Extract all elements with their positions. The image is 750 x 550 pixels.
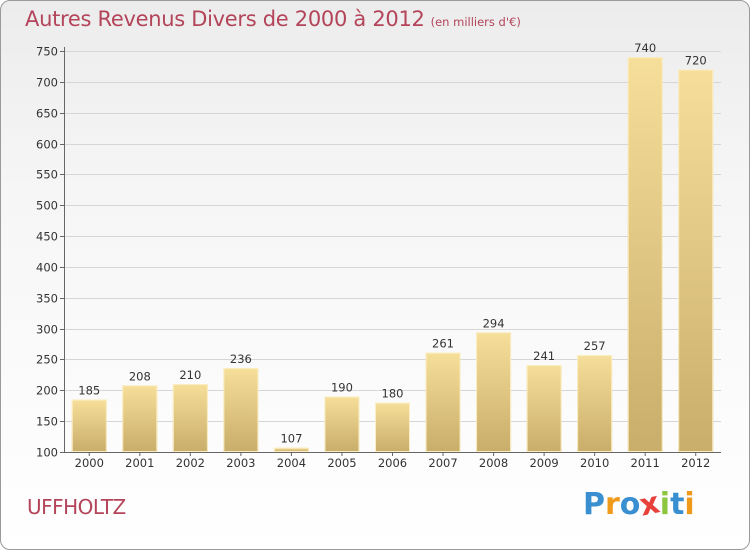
y-tick-label: 250: [36, 353, 58, 367]
bar: [678, 69, 714, 452]
chart-title-text: Autres Revenus Divers de 2000 à 2012: [25, 7, 425, 31]
bar-group: [324, 396, 360, 453]
bar-edge: [627, 57, 663, 453]
y-tick-label: 650: [36, 107, 58, 121]
y-tick-label: 600: [36, 138, 58, 152]
bar-edge: [122, 385, 158, 453]
bar: [71, 399, 107, 452]
bar-value-label: 257: [584, 339, 606, 353]
bar: [273, 447, 309, 452]
bar: [577, 355, 613, 452]
bar-edge: [172, 384, 208, 452]
logo-letter: o: [619, 487, 641, 522]
bar-edge: [476, 332, 512, 452]
bar-edge: [71, 399, 107, 452]
chart-subtitle: (en milliers d'€): [430, 15, 521, 29]
bar-group: [375, 402, 410, 452]
bar-edge: [678, 69, 714, 452]
y-tick-label: 200: [36, 384, 58, 398]
bar-edge: [526, 365, 562, 453]
bar-edge: [425, 352, 461, 452]
bar-value-label: 180: [382, 387, 404, 401]
bar: [476, 332, 512, 452]
bar-group: [476, 332, 512, 452]
bar-edge: [577, 355, 613, 452]
x-tick-label: 2012: [681, 456, 710, 470]
bar-value-label: 210: [179, 368, 201, 382]
y-tick-label: 100: [36, 446, 58, 460]
bar-value-label: 740: [634, 41, 656, 55]
bars: [71, 57, 714, 453]
bar: [375, 402, 410, 452]
grid-lines: [64, 51, 721, 453]
bar-edge: [324, 396, 360, 453]
x-tick-label: 2007: [428, 456, 457, 470]
bar-value-labels: 185 208 210 236 107 190 180 261 294 241 257 740 720: [78, 41, 706, 446]
bar-value-label: 190: [331, 380, 353, 394]
bar: [172, 384, 208, 452]
y-tick-label: 500: [36, 199, 58, 213]
x-tick-label: 2004: [277, 456, 306, 470]
bar-group: [122, 385, 158, 453]
bar-group: [678, 69, 714, 452]
x-tick-label: 2011: [631, 456, 660, 470]
bar-group: [172, 384, 208, 452]
proxiti-logo: Proxiti: [583, 485, 695, 523]
bar-group: [71, 399, 107, 452]
y-tick-label: 400: [36, 261, 58, 275]
y-tick-label: 150: [36, 415, 58, 429]
x-tick-label: 2002: [176, 456, 205, 470]
logo-letter: i: [684, 487, 695, 522]
bar-edge: [375, 402, 410, 452]
chart-title: Autres Revenus Divers de 2000 à 2012 (en …: [25, 7, 521, 31]
x-tick-label: 2003: [226, 456, 255, 470]
x-tick-label: 2000: [75, 456, 104, 470]
bar-edge: [273, 447, 309, 453]
bar-value-label: 261: [432, 337, 454, 351]
bar-group: [526, 365, 562, 453]
x-axis-ticks: 2000 2001 2002 2003 2004 2005 2006 2007 2008 2009…: [75, 452, 710, 470]
logo-letter: i: [659, 487, 671, 522]
x-tick-label: 2001: [125, 456, 154, 470]
y-axis: 100 150 200 250 300 350 400 450 500 550 600 650 700 7…: [36, 45, 721, 460]
x-tick-label: 2010: [580, 456, 609, 470]
bar: [627, 57, 663, 453]
bar-value-label: 236: [230, 352, 252, 366]
bar: [122, 385, 158, 452]
bar-value-label: 294: [483, 316, 505, 330]
bar-edge: [223, 368, 259, 452]
bar-group: [627, 57, 663, 453]
y-tick-label: 750: [36, 45, 58, 59]
bar-value-label: 720: [685, 54, 707, 68]
bar-group: [223, 368, 259, 452]
bar-group: [273, 447, 309, 453]
bar: [223, 368, 259, 452]
x-tick-label: 2008: [479, 456, 508, 470]
bar-value-label: 107: [280, 432, 302, 446]
bar-value-label: 241: [533, 349, 555, 363]
logo-letter: r: [605, 487, 620, 522]
logo-letter: P: [583, 487, 605, 522]
y-tick-label: 450: [36, 230, 58, 244]
y-tick-label: 550: [36, 168, 58, 182]
y-tick-label: 350: [36, 292, 58, 306]
bar: [324, 396, 360, 452]
bar-value-label: 208: [129, 369, 151, 383]
location-label: UFFHOLTZ: [27, 495, 126, 519]
y-tick-label: 300: [36, 323, 58, 337]
bar-group: [425, 352, 461, 452]
y-tick-label: 700: [36, 76, 58, 90]
x-tick-label: 2009: [529, 456, 558, 470]
x-tick-label: 2005: [327, 456, 356, 470]
logo-letter: t: [670, 487, 685, 522]
bar-group: [577, 355, 613, 452]
x-tick-label: 2006: [378, 456, 407, 470]
bar: [425, 352, 461, 452]
bar-value-label: 185: [78, 384, 100, 398]
bar: [526, 365, 562, 452]
